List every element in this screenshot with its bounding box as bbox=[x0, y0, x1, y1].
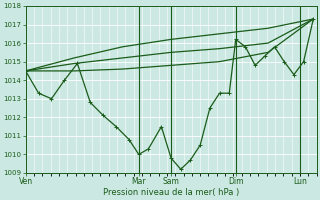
X-axis label: Pression niveau de la mer( hPa ): Pression niveau de la mer( hPa ) bbox=[103, 188, 239, 197]
